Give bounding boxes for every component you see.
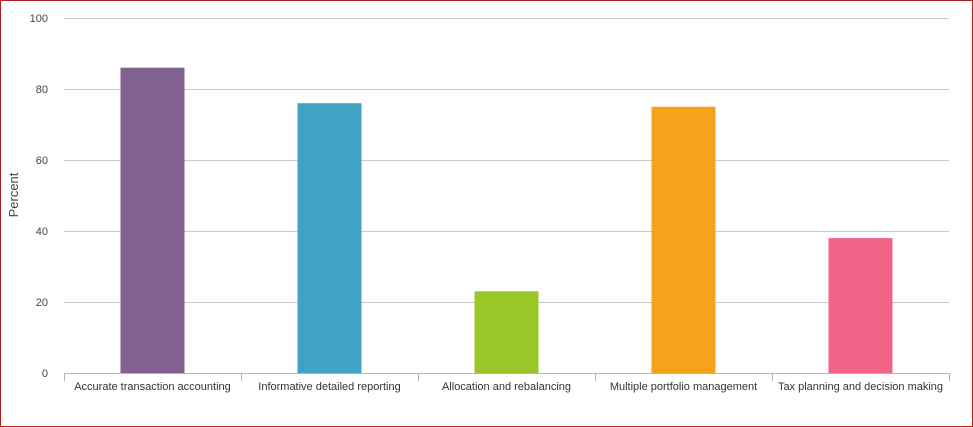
y-tick-label: 60 xyxy=(36,155,48,167)
category-label: Multiple portfolio management xyxy=(610,381,757,393)
bars xyxy=(120,67,893,373)
bar[interactable] xyxy=(297,103,362,373)
y-axis-title: Percent xyxy=(6,172,21,217)
bar[interactable] xyxy=(474,291,539,373)
category-labels: Accurate transaction accounting Informati… xyxy=(74,381,943,393)
bar[interactable] xyxy=(120,67,185,373)
y-tick-label: 0 xyxy=(42,368,48,380)
category-label: Tax planning and decision making xyxy=(778,381,943,393)
bar[interactable] xyxy=(828,238,893,373)
category-label: Accurate transaction accounting xyxy=(74,381,231,393)
category-label: Allocation and rebalancing xyxy=(442,381,571,393)
y-tick-label: 20 xyxy=(36,297,48,309)
bar[interactable] xyxy=(651,106,716,373)
y-tick-label: 80 xyxy=(36,84,48,96)
y-tick-labels: 0 20 40 60 80 100 xyxy=(30,13,48,380)
category-label: Informative detailed reporting xyxy=(258,381,400,393)
x-axis xyxy=(64,373,950,381)
y-tick-label: 100 xyxy=(30,13,48,25)
y-tick-label: 40 xyxy=(36,226,48,238)
